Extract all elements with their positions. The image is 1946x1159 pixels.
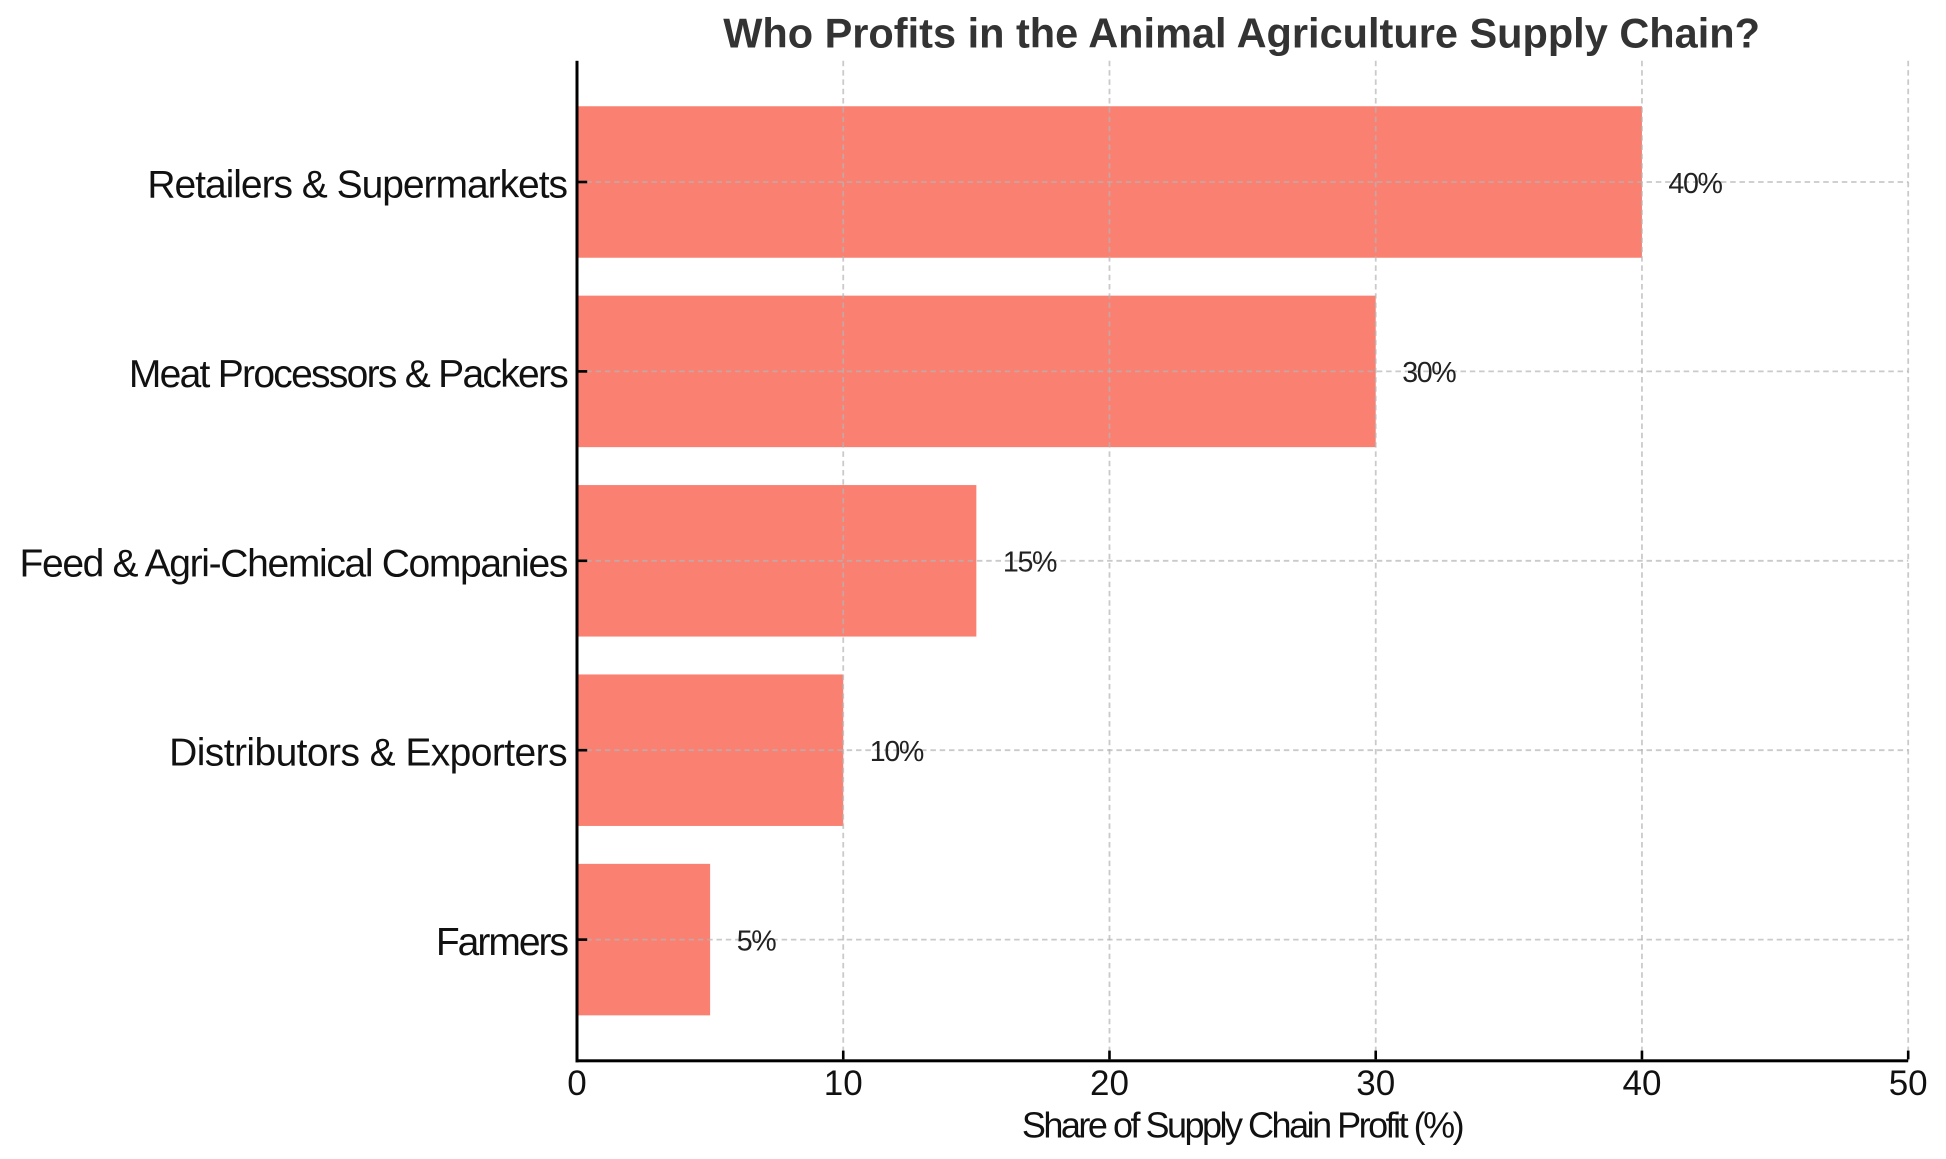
- svg-text:Who Profits in the Animal Agri: Who Profits in the Animal Agriculture Su…: [723, 9, 1760, 56]
- svg-text:Distributors & Exporters: Distributors & Exporters: [169, 732, 567, 775]
- svg-text:10: 10: [824, 1064, 863, 1103]
- svg-text:30: 30: [1356, 1064, 1395, 1103]
- svg-text:20: 20: [1090, 1064, 1129, 1103]
- svg-text:50: 50: [1889, 1064, 1928, 1103]
- svg-text:40%: 40%: [1668, 168, 1722, 200]
- svg-text:Farmers: Farmers: [436, 921, 569, 964]
- svg-text:Meat Processors & Packers: Meat Processors & Packers: [129, 353, 568, 396]
- svg-text:30%: 30%: [1402, 357, 1456, 389]
- svg-text:Share of Supply Chain Profit (: Share of Supply Chain Profit (%): [1022, 1105, 1463, 1146]
- svg-text:Feed & Agri-Chemical Companies: Feed & Agri-Chemical Companies: [19, 542, 567, 585]
- svg-text:15%: 15%: [1003, 547, 1057, 579]
- svg-text:Retailers & Supermarkets: Retailers & Supermarkets: [147, 164, 567, 207]
- svg-text:5%: 5%: [737, 925, 777, 957]
- svg-text:0: 0: [567, 1064, 586, 1103]
- svg-text:10%: 10%: [870, 736, 924, 768]
- svg-text:40: 40: [1622, 1064, 1661, 1103]
